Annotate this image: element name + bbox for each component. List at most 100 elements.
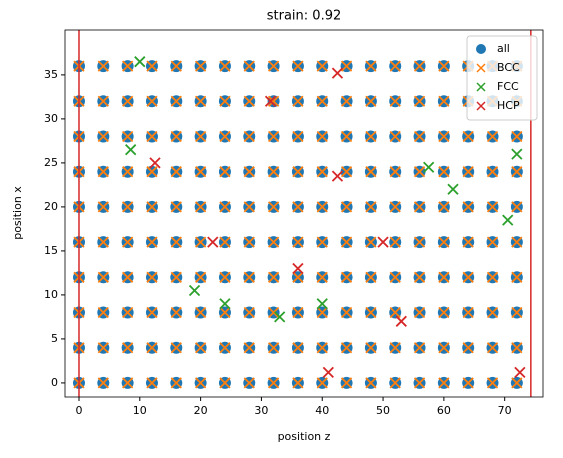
point: [194, 95, 207, 107]
point: [122, 342, 134, 354]
point: [340, 201, 353, 213]
legend-box: [466, 35, 538, 121]
point: [243, 130, 255, 143]
y-tick-label: 30: [44, 112, 58, 125]
point: [194, 166, 207, 178]
point: [389, 342, 401, 354]
point: [194, 377, 207, 389]
point: [146, 95, 158, 107]
point: [243, 306, 255, 319]
series-3: [149, 67, 526, 378]
point: [511, 130, 523, 143]
point: [340, 236, 353, 248]
point: [438, 130, 450, 143]
point: [413, 60, 426, 72]
point: [292, 95, 304, 107]
point: [122, 130, 134, 143]
point: [170, 342, 182, 354]
point: [438, 201, 450, 213]
point: [365, 271, 377, 283]
x-axis-label: position z: [278, 430, 331, 443]
point: [365, 95, 377, 107]
point: [413, 306, 426, 319]
point: [267, 271, 280, 283]
point: [97, 271, 109, 283]
point: [274, 311, 286, 323]
point: [267, 60, 280, 72]
point: [292, 306, 304, 319]
point: [97, 60, 109, 72]
point: [389, 271, 401, 283]
series-0: [72, 60, 523, 389]
point: [413, 130, 426, 143]
point: [267, 95, 280, 107]
point: [122, 95, 134, 107]
point: [438, 166, 450, 178]
point: [170, 60, 182, 72]
point: [194, 342, 207, 354]
point: [122, 60, 134, 72]
point: [219, 298, 231, 310]
point: [365, 201, 377, 213]
point: [322, 366, 334, 378]
x-tick-label: 60: [437, 404, 451, 417]
point: [511, 342, 523, 354]
point: [97, 342, 109, 354]
point: [486, 342, 499, 354]
series-2: [125, 56, 523, 323]
point: [511, 377, 523, 389]
point: [389, 236, 401, 248]
point: [438, 236, 450, 248]
point: [243, 377, 255, 389]
point: [438, 377, 450, 389]
y-tick-label: 25: [44, 156, 58, 169]
point: [331, 67, 344, 79]
point: [365, 130, 377, 143]
point: [194, 201, 207, 213]
point: [413, 95, 426, 107]
point: [486, 166, 499, 178]
point: [122, 271, 134, 283]
y-tick-label: 10: [44, 288, 58, 301]
point: [122, 377, 134, 389]
x-tick-label: 40: [315, 404, 329, 417]
x-tick-label: 70: [498, 404, 512, 417]
point: [292, 130, 304, 143]
point: [365, 60, 377, 72]
point: [365, 236, 377, 248]
point: [219, 236, 231, 248]
point: [125, 144, 137, 156]
plot-area: [72, 56, 526, 389]
point: [340, 377, 353, 389]
point: [462, 130, 474, 143]
point: [97, 306, 109, 319]
point: [292, 377, 304, 389]
point: [377, 236, 389, 248]
point: [292, 262, 304, 275]
point: [243, 201, 255, 213]
point: [243, 166, 255, 178]
point: [438, 342, 450, 354]
point: [134, 56, 146, 68]
point: [486, 271, 499, 283]
legend: all BCC FCC HCP: [466, 35, 538, 121]
point: [219, 306, 231, 319]
point: [146, 166, 158, 178]
point: [170, 201, 182, 213]
point: [486, 130, 499, 143]
x-tick-label: 50: [376, 404, 390, 417]
point: [267, 306, 280, 319]
point: [438, 306, 450, 319]
point: [316, 201, 328, 213]
point: [462, 342, 474, 354]
point: [316, 130, 328, 143]
point: [267, 377, 280, 389]
legend-label: BCC: [497, 61, 520, 74]
point: [340, 306, 353, 319]
y-tick-label: 0: [51, 376, 58, 389]
y-axis-label: position x: [11, 186, 24, 240]
point: [462, 201, 474, 213]
y-tick-label: 15: [44, 244, 58, 257]
point: [149, 157, 161, 169]
series-1: [73, 60, 523, 389]
